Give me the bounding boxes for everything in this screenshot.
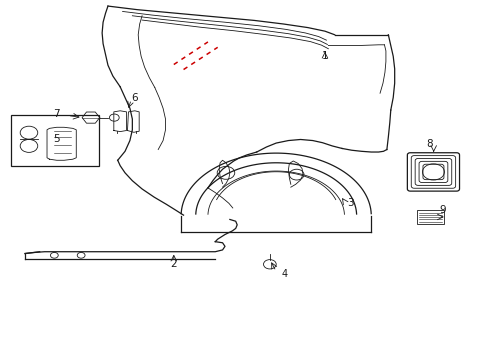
Text: 8: 8 <box>426 139 432 149</box>
Text: 9: 9 <box>439 206 445 216</box>
Text: 6: 6 <box>131 93 138 103</box>
Text: 2: 2 <box>170 259 177 269</box>
Bar <box>11 116 99 166</box>
Text: 7: 7 <box>53 109 60 119</box>
Text: 5: 5 <box>53 134 60 144</box>
Text: 1: 1 <box>321 51 327 61</box>
Text: 4: 4 <box>281 269 286 279</box>
Bar <box>416 210 443 224</box>
Text: 3: 3 <box>346 198 353 208</box>
